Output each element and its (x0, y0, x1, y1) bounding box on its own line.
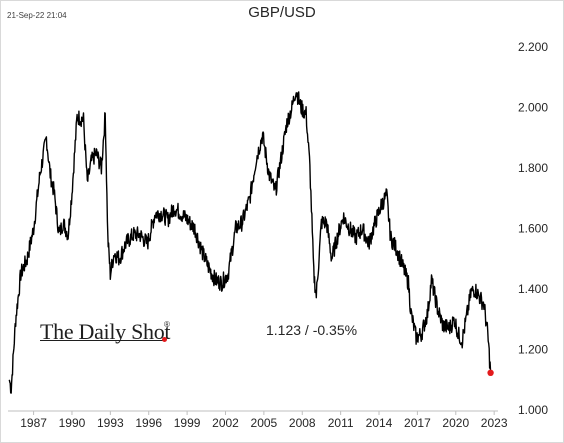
x-tick-label: 1993 (97, 416, 124, 430)
x-tick-label: 2008 (289, 416, 316, 430)
x-tick-label: 2005 (251, 416, 278, 430)
latest-value-annotation: 1.123 / -0.35% (266, 322, 358, 338)
last-value-marker (487, 369, 494, 377)
x-tick-label: 1996 (135, 416, 162, 430)
daily-shot-logo: The Daily Shot (40, 319, 171, 344)
gbp-usd-series-line (8, 91, 492, 394)
x-tick-label: 2011 (328, 416, 354, 430)
timestamp: 21-Sep-22 21:04 (7, 11, 67, 20)
chart-title: GBP/USD (248, 4, 316, 21)
x-tick-label: 2017 (404, 416, 431, 430)
x-tick-label: 2014 (366, 416, 393, 430)
logo-underline (40, 340, 165, 341)
logo-dot-icon (162, 337, 167, 342)
x-tick-label: 1999 (174, 416, 201, 430)
x-axis-ticks: 1987 1990 1993 1996 1999 2002 2005 2008 2011 2014… (20, 411, 508, 430)
y-tick-label: 1.800 (518, 161, 548, 175)
y-tick-label: 1.000 (518, 403, 548, 417)
x-tick-label: 1987 (20, 416, 47, 430)
y-tick-label: 2.200 (518, 40, 548, 54)
registered-mark: ® (164, 320, 170, 329)
y-tick-label: 1.400 (518, 282, 548, 296)
y-axis-ticks: 1.000 1.200 1.400 1.600 1.800 2.000 2.200 (518, 40, 548, 417)
y-tick-label: 1.200 (518, 343, 548, 357)
y-tick-label: 1.600 (518, 222, 548, 236)
y-tick-label: 2.000 (518, 101, 548, 115)
x-tick-label: 2023 (481, 416, 508, 430)
x-tick-label: 2002 (212, 416, 239, 430)
x-tick-label: 1990 (59, 416, 86, 430)
x-tick-label: 2020 (442, 416, 469, 430)
